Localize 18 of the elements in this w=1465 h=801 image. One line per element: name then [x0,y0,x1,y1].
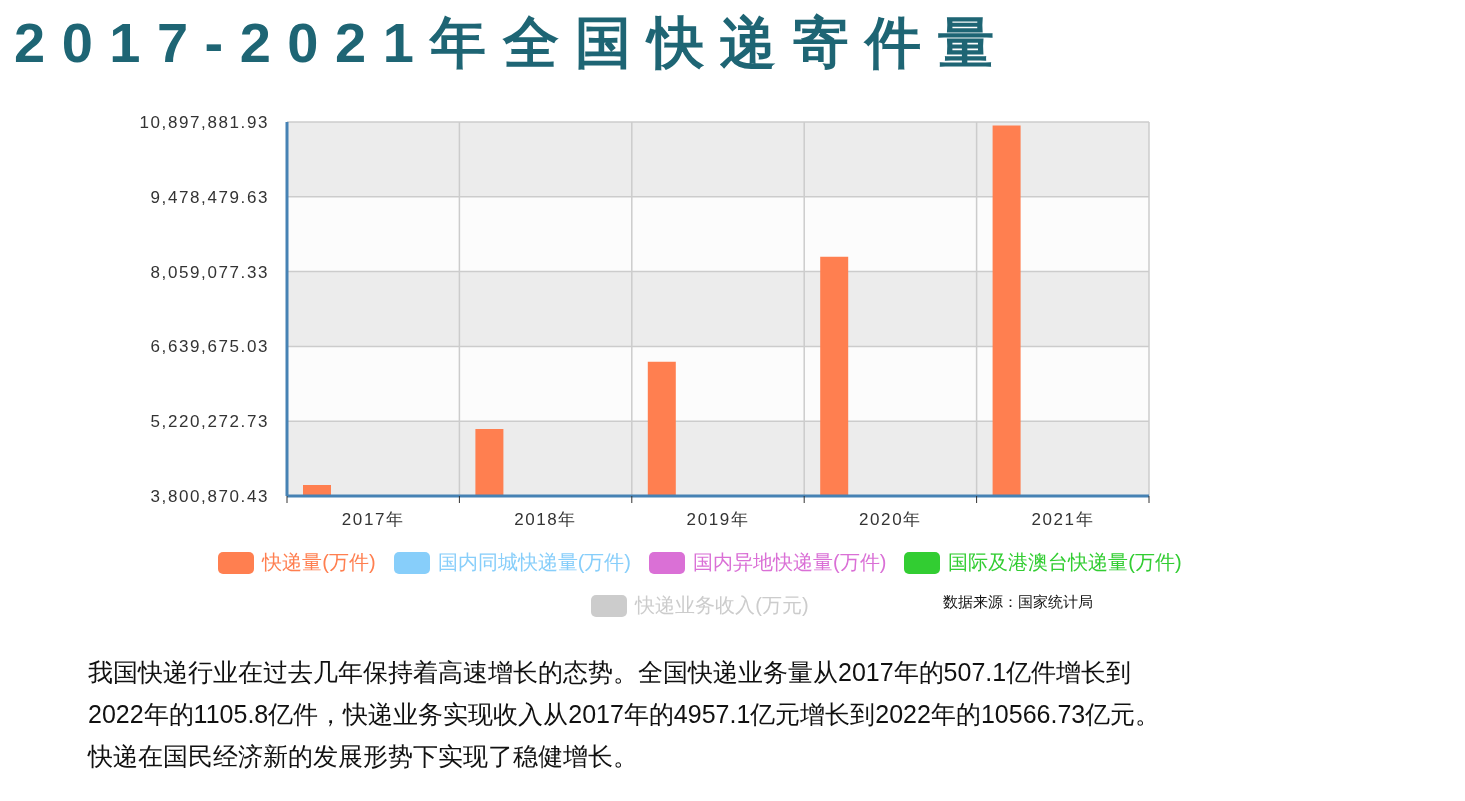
legend-label: 快递量(万件) [262,550,376,575]
x-tick-label: 2019年 [686,510,750,529]
y-tick-label: 3,800,870.43 [150,487,269,507]
x-tick-label: 2017年 [341,510,405,529]
text: 我国快递行业在过去几年保持着高速增长的态势。全国快递业务量从2017年的507.1亿件增长到2022年的1105.8亿件，快递业务实现收入从2017年的4957.1亿元增长到2022年的10566.73亿元。快递在国民经济新的发展形势下实现了稳健增长。 [88,657,1162,772]
y-tick-label: 8,059,077.33 [150,262,269,282]
y-tick-label: 10,897,881.93 [139,113,269,133]
y-tick-label: 9,478,479.63 [150,187,269,207]
x-tick-label: 2020年 [858,510,922,529]
legend-label: 国际及港澳台快递量(万件) [948,550,1182,575]
x-tick-label: 2021年 [1031,510,1095,529]
y-tick-label: 6,639,675.03 [150,337,269,357]
legend-label: 国内同城快递量(万件) [437,550,631,575]
y-tick-label: 5,220,272.73 [150,412,269,432]
legend-label: 国内异地快递量(万件) [693,550,887,575]
x-tick-label: 2018年 [514,510,578,529]
chart-title: 2017-2021年全国快递寄件量 [14,10,1011,76]
source-note: 数据来源：国家统计局 [943,593,1093,612]
